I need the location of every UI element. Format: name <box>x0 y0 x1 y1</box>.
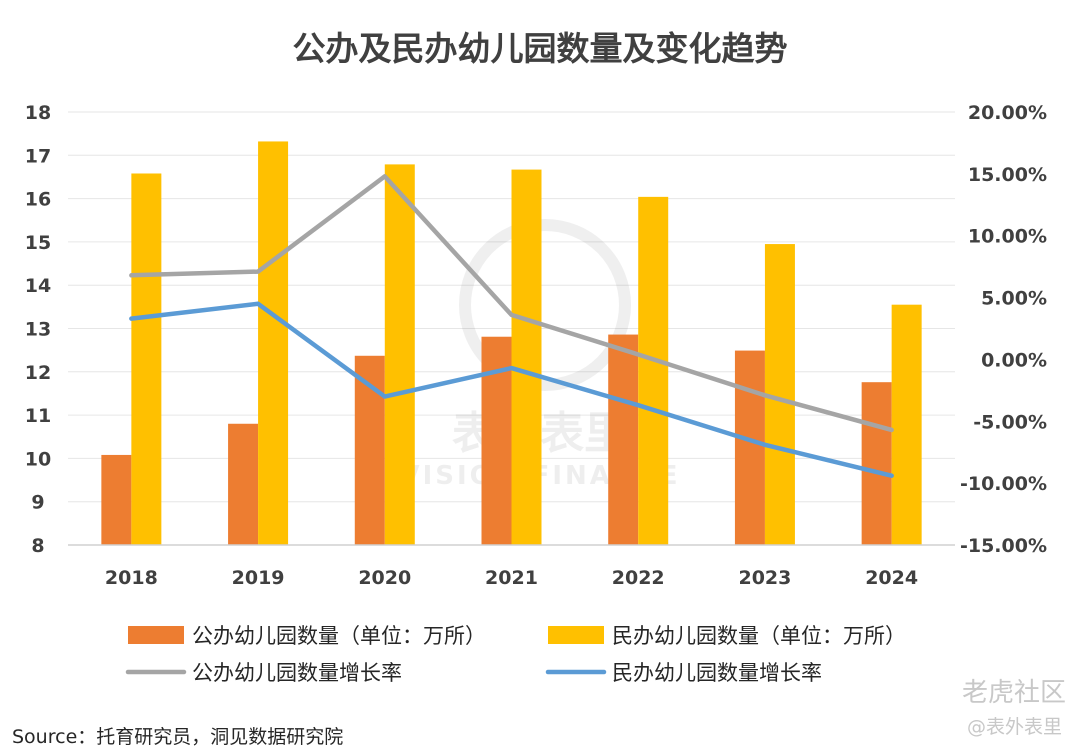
x-tick-label: 2023 <box>738 567 791 589</box>
y-left-tick-label: 14 <box>25 275 51 297</box>
bar-private <box>511 169 542 546</box>
bar-private <box>131 173 162 545</box>
legend-label: 公办幼儿园数量增长率 <box>192 661 402 685</box>
y-right-tick-label: 5.00% <box>981 288 1047 310</box>
x-tick-label: 2021 <box>485 567 538 589</box>
y-right-tick-label: 0.00% <box>981 349 1047 371</box>
y-right-tick-label: 20.00% <box>968 102 1047 124</box>
bar-private <box>258 141 289 545</box>
x-tick-label: 2020 <box>358 567 411 589</box>
x-tick-label: 2018 <box>105 567 158 589</box>
y-left-tick-label: 18 <box>25 102 51 124</box>
y-left-ticks: 8 9 10 11 12 13 14 15 16 17 18 <box>25 102 51 557</box>
x-tick-label: 2022 <box>612 567 665 589</box>
y-left-tick-label: 15 <box>25 232 51 254</box>
legend-label: 公办幼儿园数量（单位：万所） <box>192 624 486 648</box>
y-left-tick-label: 16 <box>25 189 51 211</box>
x-tick-label: 2019 <box>232 567 285 589</box>
source-note: Source：托育研究员，洞见数据研究院 <box>12 726 344 748</box>
legend-label: 民办幼儿园数量增长率 <box>612 661 822 685</box>
corner-watermark-sub: @表外表里 <box>966 716 1062 738</box>
legend: 公办幼儿园数量（单位：万所） 民办幼儿园数量（单位：万所） 公办幼儿园数量增长率 民办… <box>125 624 906 685</box>
chart-title: 公办及民办幼儿园数量及变化趋势 <box>293 29 788 68</box>
x-tick-label: 2024 <box>865 567 918 589</box>
y-left-tick-label: 11 <box>25 405 51 427</box>
y-right-tick-label: -10.00% <box>960 473 1047 495</box>
y-left-tick-label: 12 <box>25 362 51 384</box>
legend-swatch <box>548 626 604 644</box>
y-right-tick-label: -5.00% <box>973 411 1047 433</box>
y-left-tick-label: 17 <box>25 145 51 167</box>
lines <box>129 174 894 478</box>
bar-private <box>638 196 669 546</box>
y-right-ticks: -15.00% -10.00% -5.00% 0.00% 5.00% 10.00% 15.0… <box>960 102 1047 557</box>
bar-public <box>101 454 132 545</box>
bar-private <box>891 304 922 545</box>
line-public-growth <box>129 174 894 433</box>
bar-public <box>608 334 639 545</box>
y-right-tick-label: -15.00% <box>960 535 1047 557</box>
corner-watermark: 老虎社区 <box>961 678 1066 708</box>
bar-public <box>861 382 892 545</box>
x-ticks: 2018 2019 2020 2021 2022 2023 2024 <box>105 567 918 589</box>
bar-private <box>384 164 415 545</box>
bars <box>101 141 922 546</box>
y-left-tick-label: 10 <box>25 448 51 470</box>
y-left-tick-label: 9 <box>31 492 44 514</box>
bar-public <box>734 350 765 545</box>
legend-label: 民办幼儿园数量（单位：万所） <box>612 624 906 648</box>
y-left-tick-label: 8 <box>31 535 44 557</box>
y-left-tick-label: 13 <box>25 319 51 341</box>
bar-public <box>228 423 259 545</box>
y-right-tick-label: 10.00% <box>968 226 1047 248</box>
legend-swatch <box>128 626 184 644</box>
y-right-tick-label: 15.00% <box>968 164 1047 186</box>
line-private-growth <box>129 301 894 478</box>
